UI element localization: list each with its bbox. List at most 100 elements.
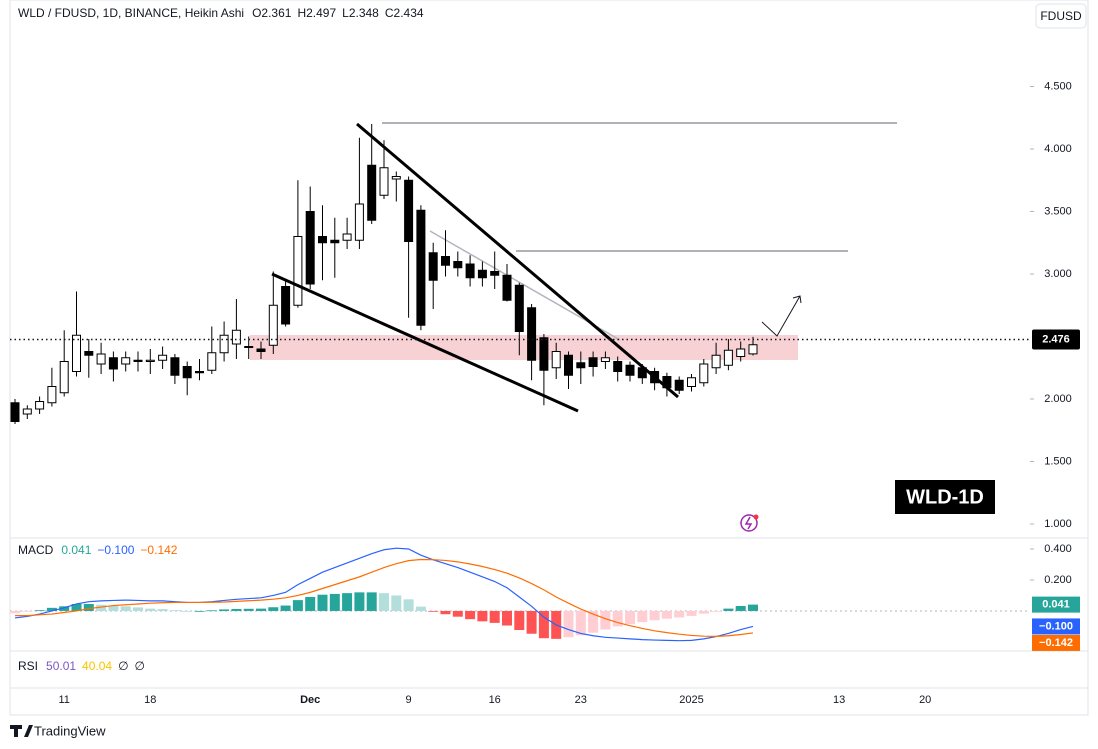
currency-button[interactable] <box>1035 3 1087 29</box>
candle-body <box>281 286 291 325</box>
histogram-bar <box>649 610 660 621</box>
symbol-title: WLD / FDUSD, 1D, BINANCE, Heikin Ashi <box>18 6 244 20</box>
histogram-bar <box>206 610 217 612</box>
candle-body <box>133 359 143 362</box>
histogram-bar <box>268 607 279 611</box>
histogram-bar <box>108 605 119 611</box>
candle-body <box>502 274 512 301</box>
candle-body <box>711 354 721 369</box>
candle-body <box>527 307 537 361</box>
chart-frame <box>9 0 1089 716</box>
x-tick-label: 23 <box>575 694 587 706</box>
ohlc-label: C <box>385 6 394 20</box>
candle-body <box>22 408 32 415</box>
histogram-bar <box>661 610 672 619</box>
candle-body <box>354 203 364 241</box>
watermark-box <box>895 480 995 514</box>
histogram-bar <box>305 597 316 611</box>
brand-logo <box>10 725 33 737</box>
x-tick-label: 2025 <box>679 694 703 706</box>
ohlc-label: O <box>252 6 261 20</box>
candle-body <box>453 261 463 269</box>
candle-body <box>477 269 487 279</box>
candle-body <box>514 284 524 332</box>
histogram-bar <box>502 610 512 626</box>
y-tick-label: 3.500 <box>1044 205 1072 217</box>
candle-body <box>674 379 684 391</box>
macd-line <box>14 547 754 642</box>
histogram-bar <box>612 610 623 627</box>
watermark: WLD-1D <box>906 486 984 508</box>
x-tick-label: Dec <box>300 694 320 706</box>
candle-body <box>256 348 266 352</box>
candle-body <box>47 386 57 404</box>
candle-body <box>699 363 709 384</box>
candle-body <box>305 211 315 285</box>
candle-body <box>10 402 20 422</box>
candle-body <box>330 239 340 244</box>
candle-body <box>551 351 561 369</box>
histogram-bar <box>526 610 537 634</box>
histogram-bar <box>71 603 82 611</box>
histogram-value: 0.041 <box>61 543 91 557</box>
histogram-bar <box>182 610 193 612</box>
ohlc-label: H <box>297 6 306 20</box>
currency-label[interactable]: FDUSD <box>1040 9 1082 23</box>
ohlc-value: 2.434 <box>394 6 424 20</box>
histogram-bar <box>317 594 328 611</box>
histogram-bar <box>231 608 242 611</box>
signal-badge-label: −0.142 <box>1039 637 1073 649</box>
candle-body <box>367 164 377 221</box>
histogram-bar <box>440 610 451 615</box>
macd-legend: MACD 0.041 −0.100 −0.142 <box>18 543 178 557</box>
candle-body <box>539 337 549 371</box>
candle-body <box>219 334 229 354</box>
candle-body <box>748 344 758 355</box>
signal-value: −0.142 <box>140 543 177 557</box>
macd-badge <box>1032 618 1080 635</box>
candle-body <box>391 176 401 180</box>
histogram-bar <box>194 610 205 612</box>
ohlc-value: 2.361 <box>261 6 291 20</box>
candle-body <box>490 271 500 276</box>
histogram-bar <box>145 608 156 611</box>
x-tick-label: 13 <box>833 694 845 706</box>
histogram-bar <box>157 609 168 611</box>
histogram-bar <box>711 610 722 612</box>
candle-body <box>84 351 94 356</box>
candle-body <box>59 361 69 394</box>
alert-bolt <box>744 516 753 530</box>
histogram-bar <box>219 609 230 611</box>
candle-body <box>342 233 352 241</box>
histogram-bar <box>366 592 377 611</box>
histogram-bar <box>415 606 426 611</box>
histogram-bar <box>723 608 734 611</box>
macd-value: −0.100 <box>97 543 134 557</box>
histogram-bar <box>600 610 611 630</box>
x-tick-label: 11 <box>58 694 69 706</box>
macd-badge-label: −0.100 <box>1039 620 1073 632</box>
histogram-bar <box>735 606 746 611</box>
x-tick-label: 16 <box>489 694 501 706</box>
projection-arrow <box>761 295 801 337</box>
histogram-bar <box>625 610 635 625</box>
alert-dot <box>753 514 759 520</box>
histogram-bar <box>465 610 476 620</box>
y-tick-label: 0.400 <box>1044 543 1072 555</box>
alert-icon[interactable] <box>740 514 758 532</box>
candle-body <box>170 357 180 376</box>
histogram-bar <box>563 610 574 638</box>
candle-body <box>108 357 118 370</box>
rsi-title: RSI <box>18 659 38 673</box>
candle-body <box>121 357 131 365</box>
y-tick-label: 1.500 <box>1044 455 1072 467</box>
candle-body <box>182 366 192 379</box>
histogram-bar <box>34 610 45 611</box>
histogram-bar <box>120 606 131 611</box>
histogram-bar <box>256 608 266 611</box>
histogram-bar <box>489 610 500 623</box>
histogram-bar <box>83 603 94 611</box>
histogram-bar <box>292 600 303 611</box>
last-price-label: 2.476 <box>1042 333 1070 345</box>
ohlc-value: 2.497 <box>306 6 336 20</box>
